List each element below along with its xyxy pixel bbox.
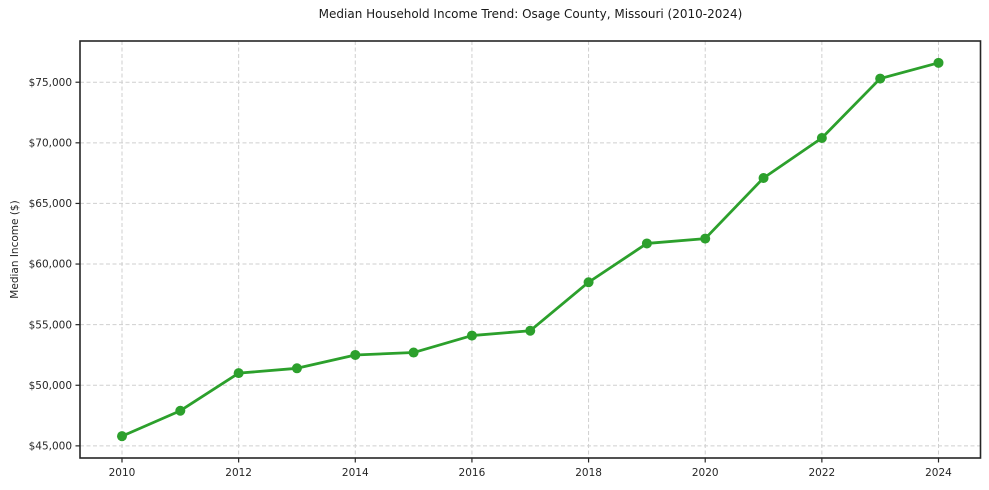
y-tick-label: $55,000 [29, 319, 72, 331]
y-tick-label: $70,000 [29, 138, 72, 150]
data-point-2013 [291, 363, 302, 374]
x-tick-label: 2022 [808, 467, 835, 479]
data-point-2021 [758, 172, 769, 183]
y-tick-label: $65,000 [29, 198, 72, 210]
y-tick-label: $75,000 [29, 77, 72, 89]
data-point-2019 [641, 238, 652, 249]
x-tick-label: 2016 [459, 467, 486, 479]
y-axis-label: Median Income ($) [9, 200, 21, 298]
x-tick-label: 2014 [342, 467, 369, 479]
plot-border [79, 40, 982, 459]
x-tick-label: 2010 [109, 467, 136, 479]
data-point-2014 [350, 349, 361, 360]
x-tick-label: 2018 [575, 467, 602, 479]
x-tick-label: 2024 [925, 467, 952, 479]
data-point-2018 [583, 277, 594, 288]
data-point-2016 [466, 330, 477, 341]
y-tick-label: $60,000 [29, 259, 72, 271]
data-point-2011 [175, 405, 186, 416]
x-tick-label: 2012 [225, 467, 252, 479]
data-point-2020 [700, 233, 711, 244]
data-point-2015 [408, 347, 419, 358]
trend-line [120, 61, 940, 438]
data-point-2012 [233, 368, 244, 379]
x-tick-label: 2020 [692, 467, 719, 479]
data-point-2024 [933, 57, 944, 68]
data-point-2010 [116, 431, 127, 442]
data-point-2017 [525, 325, 536, 336]
y-tick-label: $45,000 [29, 441, 72, 453]
y-tick-label: $50,000 [29, 380, 72, 392]
data-point-2022 [816, 132, 827, 143]
data-point-2023 [875, 73, 886, 84]
chart-title: Median Household Income Trend: Osage Cou… [318, 7, 743, 21]
